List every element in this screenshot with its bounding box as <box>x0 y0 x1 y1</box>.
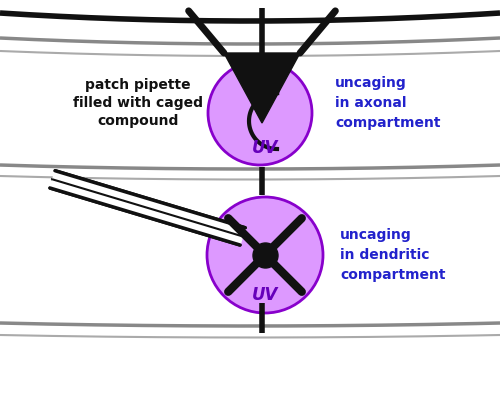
Circle shape <box>208 61 312 165</box>
Polygon shape <box>50 171 245 245</box>
Polygon shape <box>224 53 300 123</box>
Text: patch pipette
filled with caged
compound: patch pipette filled with caged compound <box>73 78 203 128</box>
Text: UV: UV <box>252 139 278 157</box>
Text: uncaging
in dendritic
compartment: uncaging in dendritic compartment <box>340 228 446 282</box>
Text: uncaging
in axonal
compartment: uncaging in axonal compartment <box>335 76 440 130</box>
Text: UV: UV <box>252 286 278 304</box>
Circle shape <box>207 197 323 313</box>
